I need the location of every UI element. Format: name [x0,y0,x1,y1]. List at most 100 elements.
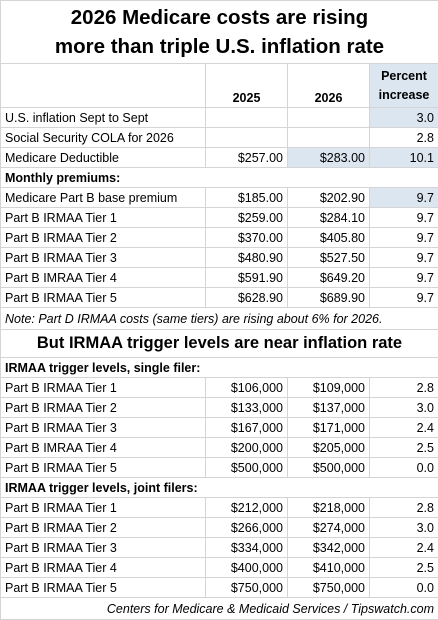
row-label: Part B IRMAA Tier 5 [1,578,206,598]
cell-y2026: $750,000 [288,578,370,598]
row-label: Social Security COLA for 2026 [1,128,206,148]
subtitle: But IRMAA trigger levels are near inflat… [1,330,438,358]
row-label: Part B IRMAA Tier 5 [1,288,206,308]
source: Centers for Medicare & Medicaid Services… [1,598,438,620]
cell-y2025 [206,108,288,128]
subtitle-row: But IRMAA trigger levels are near inflat… [1,330,438,358]
cell-y2025: $266,000 [206,518,288,538]
cell-y2025: $167,000 [206,418,288,438]
cell-y2025 [206,128,288,148]
cell-percent: 2.5 [370,438,438,458]
note: Note: Part D IRMAA costs (same tiers) ar… [1,308,438,330]
row-label: Part B IRMAA Tier 5 [1,458,206,478]
header-2025: 2025 [206,64,288,108]
source-row: Centers for Medicare & Medicaid Services… [1,598,438,620]
cell-y2026: $500,000 [288,458,370,478]
cell-y2025: $370.00 [206,228,288,248]
cell-percent: 9.7 [370,188,438,208]
cell-y2026 [288,108,370,128]
section-heading-row: IRMAA trigger levels, joint filers: [1,478,438,498]
cell-y2025: $257.00 [206,148,288,168]
cell-percent: 9.7 [370,268,438,288]
section-heading-row: IRMAA trigger levels, single filer: [1,358,438,378]
cell-y2025: $628.90 [206,288,288,308]
section-heading: IRMAA trigger levels, single filer: [1,358,438,378]
row-label: Part B IRMAA Tier 1 [1,498,206,518]
cell-percent: 3.0 [370,518,438,538]
section-heading: Monthly premiums: [1,168,438,188]
cell-y2026: $689.90 [288,288,370,308]
cell-y2026: $410,000 [288,558,370,578]
row-label: Part B IRMAA Tier 2 [1,518,206,538]
cell-percent: 2.4 [370,418,438,438]
cell-y2025: $106,000 [206,378,288,398]
data-row: Social Security COLA for 2026 2.8 [1,128,438,148]
cell-percent: 10.1 [370,148,438,168]
cell-percent: 2.8 [370,128,438,148]
row-label: Part B IRMAA Tier 3 [1,538,206,558]
cell-y2026: $171,000 [288,418,370,438]
cell-percent: 2.4 [370,538,438,558]
row-label: Part B IRMAA Tier 1 [1,208,206,228]
note-row: Note: Part D IRMAA costs (same tiers) ar… [1,308,438,330]
header-percent: Percent increase [370,64,438,108]
cell-y2025: $480.90 [206,248,288,268]
cell-percent: 9.7 [370,288,438,308]
cell-y2025: $400,000 [206,558,288,578]
row-label: Part B IRMAA Tier 3 [1,418,206,438]
cell-percent: 2.8 [370,498,438,518]
row-label: Part B IMRAA Tier 4 [1,438,206,458]
cell-y2025: $500,000 [206,458,288,478]
row-label: Part B IRMAA Tier 1 [1,378,206,398]
section-heading: IRMAA trigger levels, joint filers: [1,478,438,498]
title-line: 2026 Medicare costs are rising [71,6,368,29]
header-2026: 2026 [288,64,370,108]
row-label: Part B IMRAA Tier 4 [1,268,206,288]
row-label: U.S. inflation Sept to Sept [1,108,206,128]
data-row: U.S. inflation Sept to Sept 3.0 [1,108,438,128]
row-label: Part B IRMAA Tier 3 [1,248,206,268]
cell-percent: 9.7 [370,228,438,248]
row-label: Medicare Part B base premium [1,188,206,208]
header-blank [1,64,206,108]
cell-y2025: $750,000 [206,578,288,598]
row-label: Part B IRMAA Tier 2 [1,228,206,248]
cell-y2025: $259.00 [206,208,288,228]
cell-percent: 2.8 [370,378,438,398]
cell-y2025: $212,000 [206,498,288,518]
row-label: Part B IRMAA Tier 2 [1,398,206,418]
cell-y2025: $133,000 [206,398,288,418]
cell-percent: 0.0 [370,458,438,478]
cell-percent: 0.0 [370,578,438,598]
section-heading-row: Monthly premiums: [1,168,438,188]
cell-y2026: $649.20 [288,268,370,288]
cell-y2025: $334,000 [206,538,288,558]
cell-y2026: $274,000 [288,518,370,538]
cell-percent: 3.0 [370,108,438,128]
cell-percent: 9.7 [370,248,438,268]
cell-percent: 3.0 [370,398,438,418]
cell-y2026: $284.10 [288,208,370,228]
cell-percent: 2.5 [370,558,438,578]
cell-y2025: $200,000 [206,438,288,458]
